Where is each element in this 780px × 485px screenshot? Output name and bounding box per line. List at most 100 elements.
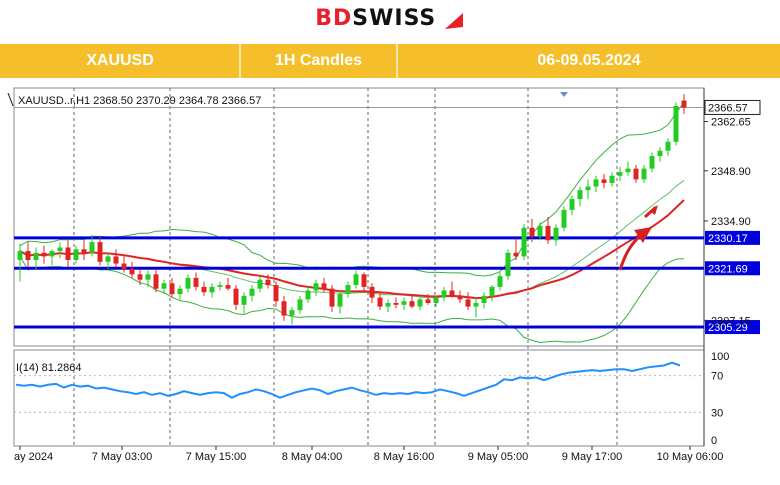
rsi-tick-label: 30 xyxy=(711,407,723,419)
candle-body xyxy=(513,252,519,257)
candle-body xyxy=(569,199,575,210)
price-tick-label: 2307.15 xyxy=(711,315,751,327)
candle-body xyxy=(441,290,447,298)
price-panel-frame xyxy=(13,87,705,347)
level-price-label: 2321.69 xyxy=(708,263,748,275)
time-tick-label: 7 May 03:00 xyxy=(92,451,153,463)
level-price-label: 2330.17 xyxy=(708,233,748,245)
candle-body xyxy=(241,295,247,305)
candle-body xyxy=(417,299,423,307)
candle-body xyxy=(401,301,407,305)
candle-body xyxy=(137,274,143,280)
candle-body xyxy=(657,150,663,157)
candle-body xyxy=(49,251,55,257)
logo-arrow-icon xyxy=(444,12,463,29)
candle-body xyxy=(505,252,511,277)
candle-body xyxy=(593,179,599,187)
candle-body xyxy=(265,279,271,286)
price-tick-label: 2334.90 xyxy=(711,216,751,228)
candle-body xyxy=(385,303,391,307)
candle-body xyxy=(193,277,199,287)
candle-body xyxy=(25,251,31,260)
candle-body xyxy=(521,227,527,257)
header-divider xyxy=(239,44,241,78)
candle-body xyxy=(145,274,151,280)
candle-body xyxy=(617,172,623,176)
candle-body xyxy=(297,299,303,311)
candle-body xyxy=(305,290,311,300)
candle-body xyxy=(353,274,359,286)
candle-body xyxy=(201,286,207,293)
shift-marker xyxy=(560,92,568,97)
candle-body xyxy=(97,242,103,262)
candle-body xyxy=(361,274,367,287)
candle-body xyxy=(409,301,415,307)
time-tick-label: 9 May 17:00 xyxy=(562,451,623,463)
candle-body xyxy=(561,209,567,228)
time-tick-label: ay 2024 xyxy=(14,451,53,463)
candle-body xyxy=(185,277,191,289)
candle-body xyxy=(337,294,343,307)
candle-body xyxy=(465,299,471,307)
candle-body xyxy=(641,168,647,180)
candle-body xyxy=(585,186,591,191)
time-tick-label: 8 May 04:00 xyxy=(282,451,343,463)
rsi-tick-label: 70 xyxy=(711,371,723,383)
candle-body xyxy=(273,285,279,302)
candle-body xyxy=(57,247,63,252)
candle-body xyxy=(105,256,111,262)
ohlc-info: XAUUSD..r,H1 2368.50 2370.29 2364.78 236… xyxy=(18,95,261,107)
candle-body xyxy=(497,276,503,287)
candle-body xyxy=(153,274,159,289)
candle-body xyxy=(33,252,39,260)
candle-body xyxy=(161,283,167,289)
candle-body xyxy=(129,268,135,275)
candle-body xyxy=(281,301,287,316)
candle-body xyxy=(81,249,87,253)
candle-body xyxy=(89,242,95,253)
moving-average-line xyxy=(19,199,685,300)
candle-body xyxy=(225,285,231,289)
level-price-tag xyxy=(705,320,760,335)
candle-body xyxy=(481,295,487,303)
candle-body xyxy=(473,303,479,307)
small-arrow-shaft xyxy=(643,205,658,219)
time-tick-label: 10 May 06:00 xyxy=(657,451,724,463)
candle-body xyxy=(313,283,319,291)
candle-body xyxy=(209,286,215,293)
candle-body xyxy=(257,279,263,289)
current-price-label: 2366.57 xyxy=(708,102,748,114)
level-price-tag xyxy=(705,230,760,245)
candle-body xyxy=(17,251,23,260)
candle-body xyxy=(233,288,239,305)
bdswiss-logo: BDSWISS xyxy=(0,4,780,38)
candle-body xyxy=(449,290,455,296)
candle-body xyxy=(393,303,399,305)
candle-body xyxy=(65,247,71,260)
candle-body xyxy=(377,297,383,307)
candle-body xyxy=(577,190,583,200)
current-price-tag xyxy=(704,99,761,115)
time-tick-label: 8 May 16:00 xyxy=(374,451,435,463)
candle-body xyxy=(113,256,119,264)
candle-body xyxy=(553,227,559,241)
candle-body xyxy=(41,252,47,257)
candle-body xyxy=(169,283,175,295)
upper-band-line xyxy=(19,101,685,277)
candle-body xyxy=(177,288,183,295)
candle-body xyxy=(681,100,687,108)
timeframe-label: 1H Candles xyxy=(274,52,363,69)
logo-bd-text: BD xyxy=(315,6,353,31)
candle-body xyxy=(73,249,79,260)
candle-body xyxy=(321,283,327,289)
candle-body xyxy=(457,295,463,300)
candle-body xyxy=(369,286,375,298)
date-range-label: 06-09.05.2024 xyxy=(537,52,641,69)
title-bar: XAUUSD 1H Candles 06-09.05.2024 xyxy=(0,44,780,78)
candle-body xyxy=(289,310,295,316)
candle-body xyxy=(609,175,615,183)
lower-band-line xyxy=(19,256,685,344)
symbol-label: XAUUSD xyxy=(86,52,154,69)
rsi-line xyxy=(15,361,681,399)
